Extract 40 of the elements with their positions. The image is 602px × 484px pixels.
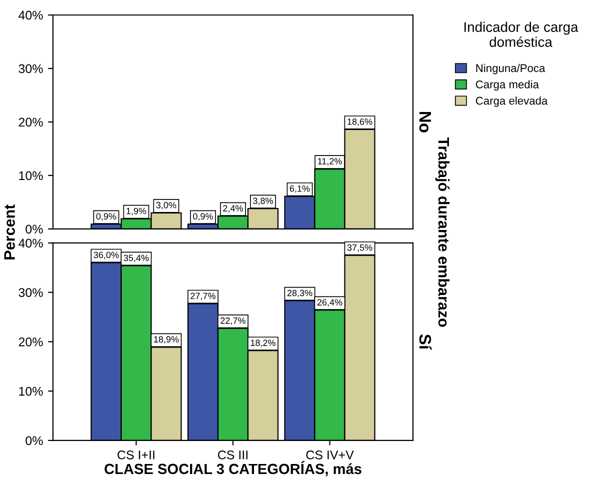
y-tick-label: 10% [19, 171, 43, 180]
x-axis-title: CLASE SOCIAL 3 CATEGORÍAS, más [104, 461, 362, 476]
data-label: 35,4% [124, 254, 149, 262]
y-tick-label: 40% [18, 238, 43, 248]
y-tick-label: 40% [18, 10, 43, 20]
data-label: 28,3% [287, 290, 312, 298]
y-tick-label: 0% [26, 224, 43, 234]
data-label: 0,9% [96, 213, 116, 221]
data-label: 3,8% [253, 198, 273, 206]
legend-title: Indicador de carga doméstica [464, 22, 578, 47]
data-label: 6,1% [290, 185, 310, 193]
x-tick-label: CS III [218, 450, 248, 460]
y-tick-label: 20% [18, 338, 43, 346]
legend-label: Carga elevada [476, 96, 548, 107]
data-label: 37,5% [347, 244, 372, 252]
data-label: 36,0% [94, 252, 119, 260]
legend-label: Ninguna/Poca [476, 64, 546, 74]
data-label: 26,4% [317, 299, 342, 307]
y-axis-title: Percent [4, 204, 15, 260]
data-label: 27,7% [190, 292, 216, 300]
data-label: 18,6% [348, 118, 372, 126]
data-label: 3,0% [156, 202, 176, 210]
x-tick-label: CS I+II [118, 450, 154, 460]
data-label: 22,7% [220, 317, 246, 325]
data-label: 2,4% [223, 205, 243, 213]
data-label: 11,2% [318, 158, 342, 166]
data-label: 18,9% [154, 336, 179, 344]
x-tick-label: CS IV+V [306, 450, 354, 460]
data-label: 0,9% [193, 213, 213, 221]
y-tick-label: 0% [26, 436, 43, 446]
text: Sí [419, 334, 432, 350]
text: No [419, 112, 431, 132]
y2-axis-title: Trabajó durante embarazo [435, 137, 450, 327]
y-tick-label: 30% [18, 288, 43, 297]
data-label: 18,2% [250, 340, 276, 348]
y-tick-label: 30% [18, 64, 43, 74]
y-tick-label: 20% [18, 118, 43, 127]
data-label: 1,9% [126, 208, 146, 216]
legend-label: Carga media [476, 80, 539, 91]
y-tick-label: 10% [19, 386, 43, 396]
